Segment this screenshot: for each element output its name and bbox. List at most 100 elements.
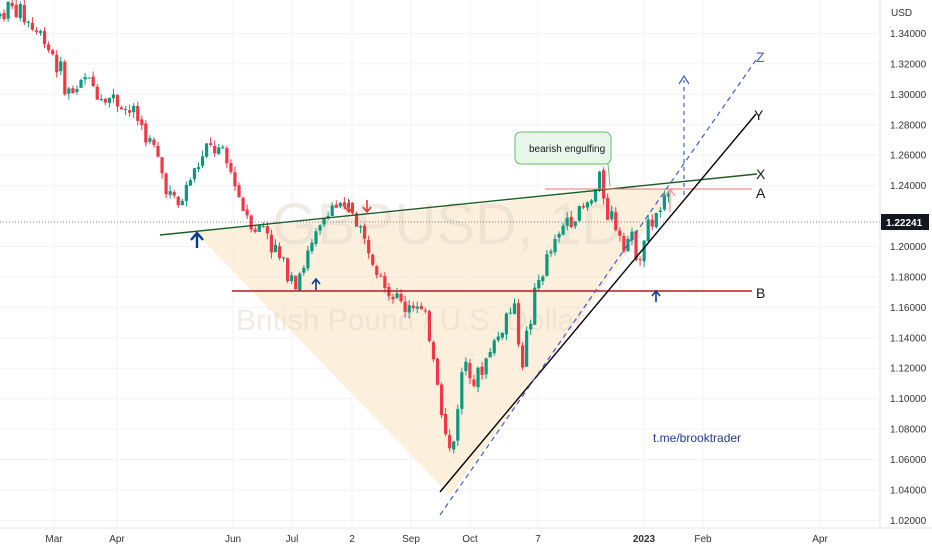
time-tick-label: Oct [462,534,478,545]
candle-body [557,233,561,238]
candle-body [403,301,407,312]
candle-body [500,332,504,338]
candle-body [342,202,346,207]
label-y: Y [754,107,764,123]
candle-body [128,110,132,113]
price-axis[interactable] [880,0,932,528]
candle-body [22,5,26,23]
candle-body [119,107,124,110]
current-price-badge [881,214,929,230]
candle-body [630,231,634,241]
candle-body [610,211,614,220]
brooktrader-link[interactable]: t.me/brooktrader [653,431,741,445]
wave-labels: Z Y X A B [754,49,766,301]
trendlines [0,56,880,516]
candle-body [277,246,282,258]
candle-body [156,145,160,157]
candle-body [286,258,290,281]
candle-body [168,191,172,195]
up-arrow-icon [651,289,661,302]
markers [190,187,676,302]
candle-body [419,306,423,310]
candle-body [480,366,484,375]
candle-body [269,234,274,253]
candle-body [444,413,448,435]
candle-body [34,30,39,32]
time-tick-label: Feb [694,534,712,545]
candle-body [529,323,533,330]
candle-body [75,89,79,92]
candle-body [504,313,508,335]
candle-body [666,194,671,197]
candle-body [476,367,480,388]
candle-body [30,22,35,30]
candle-body [188,180,193,186]
candle-body [42,31,47,45]
candle-body [379,275,383,277]
price-tick-label: 1.24000 [890,181,927,192]
candle-body [273,244,278,253]
candle-body [14,4,18,18]
candle-body [521,345,525,368]
price-tick-label: 1.30000 [890,90,927,101]
candle-body [549,251,553,254]
time-tick-label: 7 [535,534,541,545]
trendline-y [439,113,757,493]
time-tick-label: 2023 [633,534,656,545]
candle-body [310,242,314,252]
candle-body [654,212,658,228]
price-tick-label: 1.14000 [890,333,927,344]
candle-body [261,226,265,228]
candle-body [537,279,541,289]
price-tick-label: 1.02000 [890,516,927,527]
candle-body [51,50,55,55]
candle-body [281,257,286,259]
candle-body [107,97,111,103]
up-arrow-icon [664,187,676,212]
candle-body [103,98,107,103]
candle-body [407,305,411,313]
time-tick-label: Jul [286,534,299,545]
candle-body [229,163,233,172]
candle-body [123,109,128,111]
candle-body [606,197,610,220]
candle-body [298,273,302,291]
current-price-value: 1.22241 [886,218,923,229]
label-b: B [756,285,765,301]
candle-body [472,379,476,386]
neckline-x [159,173,758,236]
candle-body [646,219,650,241]
candle-body [585,202,590,208]
candle-body [314,231,318,244]
candle-body [488,352,492,358]
time-tick-label: 2 [349,534,355,545]
candle-body [172,192,176,196]
candle-body [249,215,253,230]
candle-body [439,384,444,415]
candle-body [516,303,521,345]
candle-body [399,293,403,302]
candle-body [152,139,156,145]
candle-body [322,218,326,225]
candle-body [192,168,197,180]
candle-body [395,293,399,298]
candle-body [233,172,237,187]
candle-body [642,240,646,262]
candle-body [358,226,363,228]
candle-body [589,200,594,204]
candle-body [10,2,14,7]
candle-body [83,77,87,80]
candle-body [63,61,67,95]
time-axis[interactable] [0,528,932,550]
candle-body [91,76,95,87]
candle-body [658,210,662,212]
candle-body [622,236,626,252]
candle-body [257,225,261,232]
candle-body [618,230,622,236]
candle-body [18,4,22,19]
candle-body [318,225,322,231]
candle-body [375,266,379,275]
price-tick-label: 1.28000 [890,120,927,131]
candle-body [456,409,460,441]
